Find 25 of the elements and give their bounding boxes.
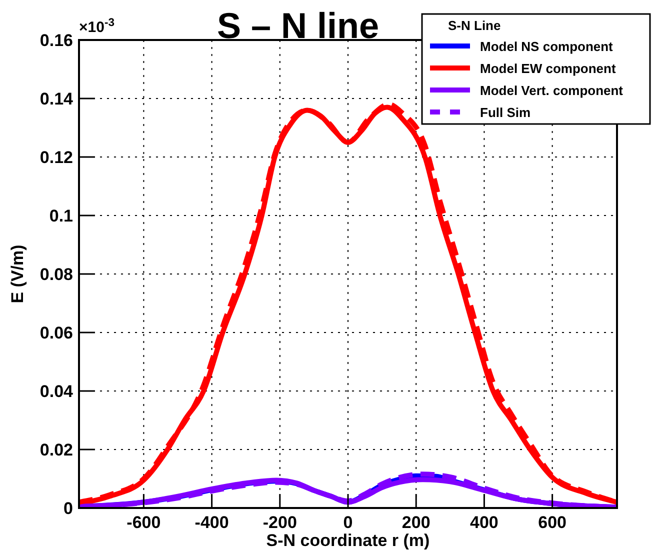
y-tick-label: 0 bbox=[64, 499, 73, 518]
x-tick-label: 600 bbox=[538, 513, 566, 532]
y-tick-label: 0.02 bbox=[40, 440, 73, 460]
y-tick-label: 0.1 bbox=[49, 206, 73, 226]
x-tick-label: -400 bbox=[194, 513, 229, 532]
y-tick-label: 0.08 bbox=[40, 265, 73, 284]
text: ×10$^{-3}$ bbox=[79, 17, 114, 36]
x-tick-label: 0 bbox=[343, 513, 353, 532]
legend-label: Model NS component bbox=[480, 39, 614, 54]
legend-label: Model EW component bbox=[480, 61, 616, 76]
x-tick-label: 200 bbox=[402, 513, 430, 532]
chart-title: S – N line bbox=[216, 5, 380, 46]
x-axis-title: S-N coordinate r (m) bbox=[266, 531, 430, 550]
x-tick-label: 400 bbox=[470, 513, 498, 532]
legend-label: Model Vert. component bbox=[480, 83, 624, 98]
y-tick-label: 0.14 bbox=[40, 90, 74, 108]
legend-title: S-N Line bbox=[448, 18, 501, 33]
y-tick-label: 0.04 bbox=[40, 382, 74, 401]
x-tick-label: -600 bbox=[126, 513, 161, 532]
y-tick-label: 0.16 bbox=[40, 31, 73, 50]
y-axis-title: E (V/m) bbox=[8, 244, 27, 304]
x-tick-label: -200 bbox=[262, 513, 297, 532]
legend-label: Full Sim bbox=[480, 105, 531, 120]
y-tick-label: 0.12 bbox=[40, 148, 73, 167]
y-tick-label: 0.06 bbox=[40, 324, 73, 342]
